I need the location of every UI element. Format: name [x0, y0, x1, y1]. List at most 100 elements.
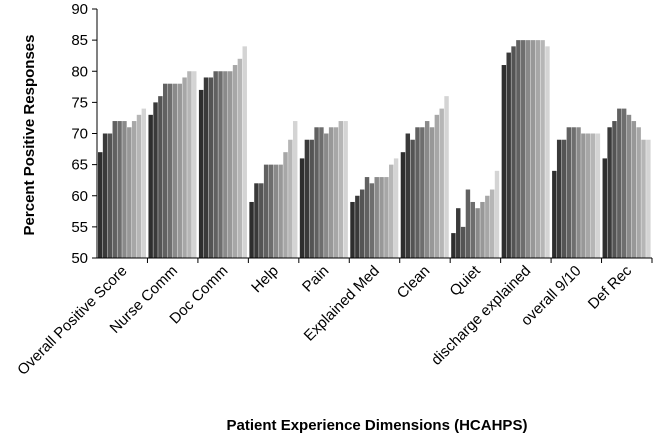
bar: [379, 177, 384, 258]
bar: [489, 189, 495, 258]
bar: [434, 114, 440, 258]
bar: [607, 127, 612, 258]
bar: [393, 158, 399, 258]
bar: [561, 139, 567, 258]
bar: [444, 96, 449, 259]
bar: [259, 183, 264, 258]
bar: [369, 183, 375, 258]
bar: [590, 133, 596, 258]
bar: [631, 121, 637, 258]
bar: [456, 208, 461, 258]
x-category-label: Help: [248, 262, 282, 296]
x-category-label: Clean: [394, 262, 434, 302]
bar: [612, 121, 617, 258]
bar: [292, 121, 298, 258]
bar: [552, 170, 557, 258]
bar: [384, 177, 389, 258]
bar: [405, 133, 411, 258]
bar: [198, 89, 204, 258]
bar: [480, 201, 485, 258]
x-axis-title: Patient Experience Dimensions (HCAHPS): [227, 417, 528, 434]
bar: [131, 121, 137, 258]
bar: [355, 195, 360, 258]
bar: [501, 65, 507, 258]
bar: [122, 121, 127, 258]
bar: [602, 158, 607, 258]
bar: [364, 177, 370, 258]
bar: [410, 139, 415, 258]
y-tick-label: 60: [71, 188, 88, 205]
bar: [485, 195, 490, 258]
bar: [415, 127, 420, 258]
bar: [98, 152, 103, 258]
bar: [213, 71, 218, 258]
bar: [203, 77, 209, 258]
bar: [460, 226, 466, 259]
bar: [475, 208, 480, 258]
bar: [540, 40, 545, 259]
bar: [545, 46, 550, 258]
bar: [556, 139, 562, 258]
bar: [249, 201, 254, 258]
bar: [273, 164, 279, 259]
bar: [141, 108, 147, 258]
bar: [304, 139, 310, 258]
bar: [107, 133, 113, 258]
y-tick-label: 65: [71, 157, 88, 174]
bar: [429, 127, 435, 258]
bar: [451, 233, 456, 258]
bar: [182, 77, 187, 258]
bar: [324, 133, 329, 258]
bar: [525, 40, 531, 259]
bar: [389, 164, 394, 259]
bar: [288, 139, 293, 258]
bar: [148, 114, 153, 258]
x-category-label: Def Rec: [585, 262, 636, 313]
bar: [424, 121, 430, 258]
bar: [127, 127, 132, 258]
bar: [646, 139, 651, 258]
y-tick-label: 70: [71, 126, 88, 143]
bar: [278, 164, 283, 259]
y-ticks-group: 50 55 60 65 70 75 80 85 90: [71, 1, 97, 267]
bar: [465, 189, 471, 258]
bar: [636, 127, 641, 258]
bar: [136, 114, 142, 258]
bar: [242, 46, 247, 258]
bar: [232, 65, 238, 258]
bar: [162, 83, 168, 258]
bar: [516, 40, 521, 259]
bar: [268, 164, 274, 259]
plot-area: 50 55 60 65 70 75 80 85 90 Overall Positive Scor…: [14, 1, 653, 379]
bar: [617, 108, 622, 258]
bar: [581, 133, 586, 258]
bar: [177, 83, 182, 258]
bar: [350, 201, 355, 258]
bar: [333, 127, 339, 258]
bar: [521, 40, 526, 259]
bar: [571, 127, 576, 258]
bar: [621, 108, 627, 258]
y-tick-label: 90: [71, 1, 88, 18]
bar: [470, 201, 476, 258]
bar: [535, 40, 540, 259]
y-axis-title-group: Percent Positive Responses: [21, 35, 38, 236]
bar: [254, 183, 259, 258]
y-tick-label: 50: [71, 250, 88, 267]
x-category-label: Pain: [299, 262, 332, 295]
bar: [328, 127, 334, 258]
bar: [494, 170, 500, 258]
bar: [343, 121, 348, 258]
bar: [172, 83, 178, 258]
y-tick-label: 80: [71, 63, 88, 80]
bar: [208, 77, 214, 258]
bar: [506, 52, 511, 258]
y-tick-label: 55: [71, 219, 88, 236]
bar: [299, 158, 305, 258]
bar: [223, 71, 228, 258]
bar: [153, 102, 158, 259]
bar: [338, 121, 344, 258]
bar: [586, 133, 591, 258]
